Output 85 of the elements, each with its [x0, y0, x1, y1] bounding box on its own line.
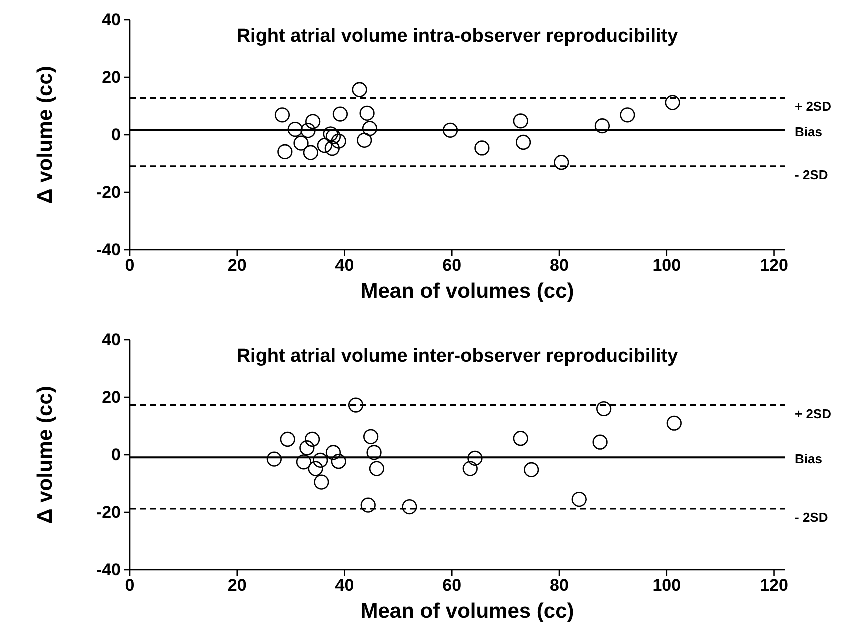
x-axis-title: Mean of volumes (cc): [360, 600, 574, 623]
x-tick-label: 120: [760, 576, 788, 596]
point: [332, 106, 348, 122]
y-tick-label: -40: [96, 240, 121, 260]
point: [306, 114, 321, 130]
ref-line-label: - 2SD: [795, 510, 828, 526]
x-tick-label: 120: [760, 256, 788, 276]
chart-title: Right atrial volume intra-observer reproducibility: [236, 26, 679, 47]
x-tick-label: 0: [125, 256, 135, 276]
point: [402, 499, 418, 515]
point: [665, 95, 680, 110]
point: [314, 474, 330, 490]
x-tick-label: 60: [442, 576, 462, 596]
point: [442, 122, 458, 138]
point: [572, 492, 587, 508]
ref-line-label: Bias: [795, 124, 822, 140]
point: [360, 106, 375, 121]
point: [331, 454, 346, 470]
point: [274, 108, 290, 123]
point: [524, 462, 540, 478]
point: [326, 445, 342, 460]
point: [288, 122, 303, 138]
point: [324, 140, 340, 156]
point: [278, 144, 293, 160]
point: [666, 416, 682, 431]
point: [323, 126, 338, 142]
y-axis-title: Δ volume (cc): [34, 66, 57, 204]
point: [554, 155, 570, 170]
y-tick-label: -40: [96, 560, 121, 580]
x-tick-label: 20: [228, 256, 247, 276]
point: [357, 132, 372, 148]
x-tick-label: 80: [550, 576, 569, 596]
x-tick-label: 100: [652, 576, 682, 596]
point: [369, 461, 385, 476]
ref-line-label: + 2SD: [795, 99, 832, 114]
point: [462, 461, 478, 476]
y-tick-label: 40: [102, 330, 121, 350]
x-tick-label: 40: [335, 256, 354, 276]
chart-title: Right atrial volume inter-observer reproducibility: [236, 346, 679, 367]
point: [280, 432, 296, 448]
point: [331, 134, 346, 149]
x-tick-label: 0: [125, 576, 135, 596]
point: [313, 452, 328, 468]
y-tick-label: -20: [96, 502, 121, 522]
point: [296, 454, 312, 470]
x-axis-title: Mean of volumes (cc): [360, 280, 574, 303]
point: [300, 123, 316, 138]
y-tick-label: -20: [96, 182, 121, 202]
ref-line-label: Bias: [795, 452, 822, 467]
point: [513, 114, 528, 129]
point: [592, 434, 608, 450]
x-tick-label: 80: [550, 256, 569, 276]
point: [360, 498, 376, 513]
point: [326, 129, 342, 144]
point: [348, 398, 364, 413]
point: [266, 452, 282, 467]
point: [620, 108, 636, 123]
point: [308, 461, 324, 476]
point: [474, 140, 490, 156]
point: [300, 440, 315, 456]
ref-line-label: - 2SD: [795, 167, 828, 182]
ref-line-label: + 2SD: [795, 406, 832, 422]
point: [352, 82, 368, 98]
point: [516, 134, 532, 150]
point: [596, 401, 612, 417]
x-tick-label: 60: [442, 256, 462, 276]
x-tick-label: 40: [335, 576, 354, 596]
point: [366, 445, 382, 460]
point: [362, 121, 378, 136]
y-tick-label: 20: [102, 388, 121, 407]
point: [303, 145, 318, 160]
point: [513, 431, 528, 446]
point: [317, 138, 332, 154]
y-tick-label: 0: [112, 445, 121, 464]
point: [304, 432, 320, 448]
x-tick-label: 100: [652, 256, 682, 276]
x-tick-label: 20: [228, 576, 247, 596]
y-tick-label: 20: [102, 68, 121, 87]
point: [468, 450, 483, 466]
y-tick-label: 40: [102, 10, 121, 30]
y-tick-label: 0: [112, 125, 121, 144]
point: [364, 429, 379, 444]
point: [294, 136, 309, 151]
y-axis-title: Δ volume (cc): [34, 386, 57, 524]
point: [594, 118, 610, 134]
